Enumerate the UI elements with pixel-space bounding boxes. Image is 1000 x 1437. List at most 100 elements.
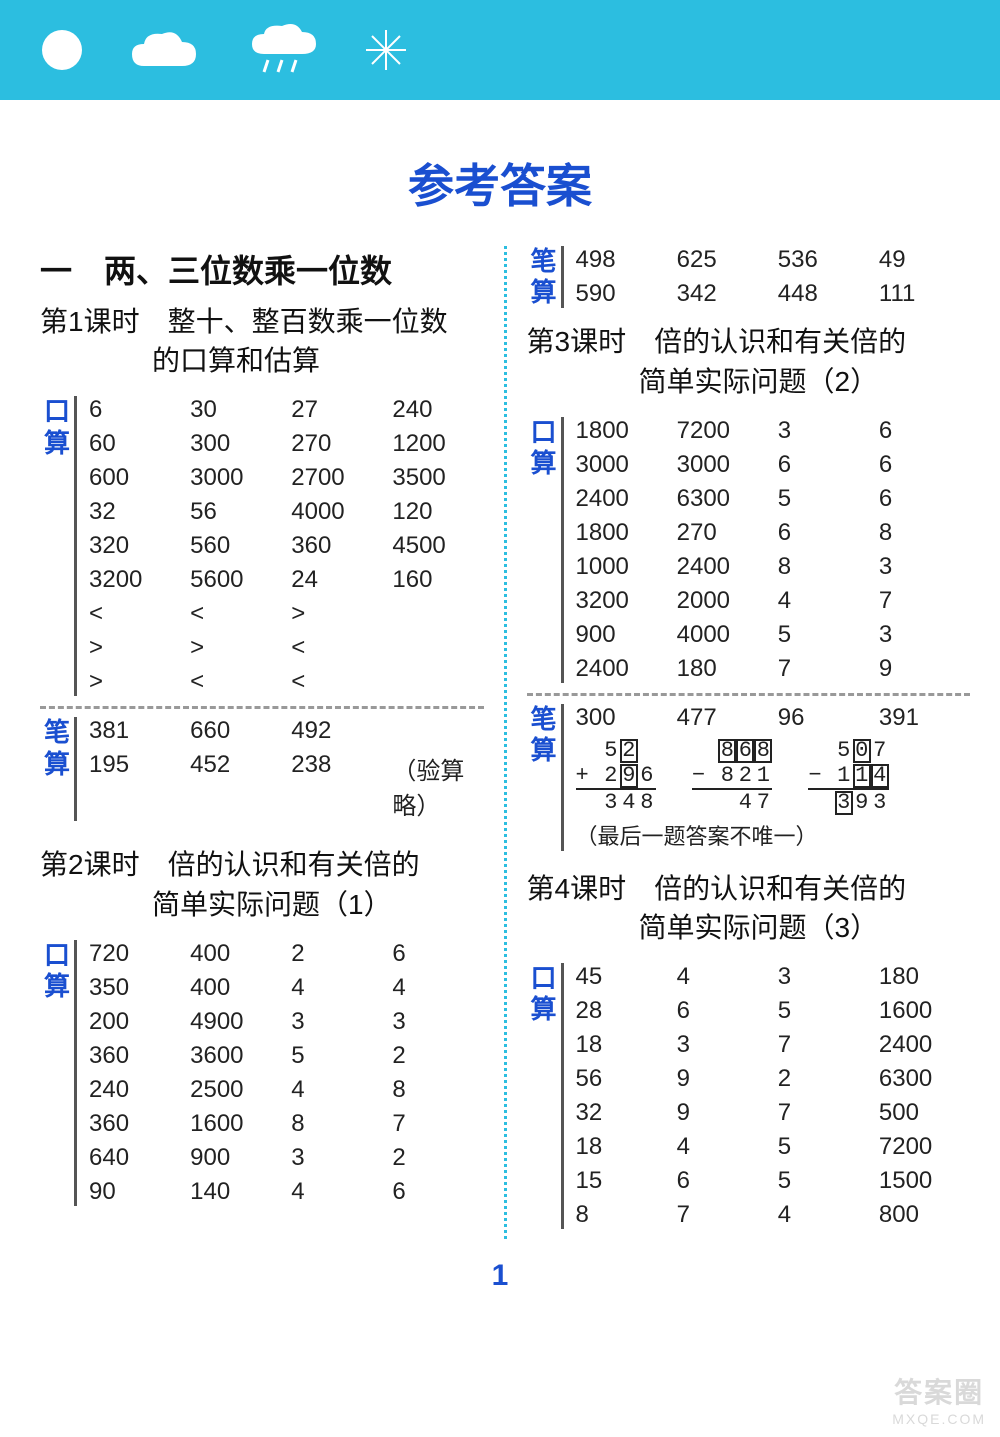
lesson4-title-l1: 第4课时 倍的认识和有关倍的: [527, 873, 907, 904]
cell: 60: [89, 430, 180, 458]
cell: 400: [190, 940, 281, 968]
cell: >: [190, 634, 281, 662]
cell: 7200: [879, 1133, 970, 1161]
cell: 1500: [879, 1167, 970, 1195]
cell: 15: [576, 1167, 667, 1195]
cell: 360: [291, 532, 382, 560]
cell: 6: [879, 485, 970, 513]
cell: 4: [392, 974, 483, 1002]
cell: 342: [677, 280, 768, 308]
lesson3-note: （最后一题答案不唯一）: [576, 819, 971, 851]
cell: 9: [677, 1099, 768, 1127]
cell: 3: [392, 1008, 483, 1036]
cell: 140: [190, 1178, 281, 1206]
separator: [527, 693, 971, 696]
cell: 5: [778, 1133, 869, 1161]
cell: 720: [89, 940, 180, 968]
cell: 8: [778, 553, 869, 581]
page-body: 一 两、三位数乘一位数 第1课时 整十、整百数乘一位数 的口算和估算 口算 63…: [0, 246, 1000, 1239]
unit-title: 一 两、三位数乘一位数: [40, 246, 484, 292]
lesson3-written-first-row: 30047796391: [576, 704, 971, 732]
cell: 3200: [576, 587, 667, 615]
cell: 6300: [879, 1065, 970, 1093]
cell: 320: [89, 532, 180, 560]
cell: 590: [576, 280, 667, 308]
cell: 6: [677, 997, 768, 1025]
cell: 180: [879, 963, 970, 991]
cell: 452: [190, 751, 281, 821]
written-label: 笔算: [527, 704, 561, 851]
cell: [392, 668, 483, 696]
cell: 27: [291, 396, 382, 424]
circle-icon: [40, 28, 84, 72]
written-label: 笔算: [527, 246, 561, 308]
cell: 625: [677, 246, 768, 274]
left-column: 一 两、三位数乘一位数 第1课时 整十、整百数乘一位数 的口算和估算 口算 63…: [40, 246, 504, 1239]
cell: 120: [392, 498, 483, 526]
cell: 3: [778, 417, 869, 445]
cell: 800: [879, 1201, 970, 1229]
cell: >: [89, 668, 180, 696]
cell: 900: [576, 621, 667, 649]
lesson2-title-l2: 简单实际问题（1）: [40, 885, 484, 924]
cell: 3000: [190, 464, 281, 492]
cell: 3: [291, 1008, 382, 1036]
cell: 96: [778, 704, 869, 732]
cell: 200: [89, 1008, 180, 1036]
lesson1-written-grid: 381660492195452238（验算略）: [89, 717, 484, 821]
cell: 6: [879, 451, 970, 479]
cell: 7200: [677, 417, 768, 445]
mental-label: 口算: [40, 940, 74, 1206]
cell: 1800: [576, 417, 667, 445]
cell: 2: [778, 1065, 869, 1093]
cell: 32: [89, 498, 180, 526]
lesson4-mental-section: 口算 4543180286516001837240056926300329750…: [527, 963, 971, 1229]
cell: 6: [677, 1167, 768, 1195]
cell: 4: [778, 1201, 869, 1229]
cell: 3: [778, 963, 869, 991]
cell: 4: [291, 1076, 382, 1104]
cell: 2: [291, 940, 382, 968]
cell: 7: [778, 655, 869, 683]
cell: 5: [778, 997, 869, 1025]
cell: 18: [576, 1031, 667, 1059]
cell: 240: [89, 1076, 180, 1104]
cell: 1800: [576, 519, 667, 547]
lesson2-title-l1: 第2课时 倍的认识和有关倍的: [40, 849, 420, 880]
cell: 3000: [677, 451, 768, 479]
cell: 3000: [576, 451, 667, 479]
cell: 500: [879, 1099, 970, 1127]
cell: 2400: [677, 553, 768, 581]
cell: 381: [89, 717, 180, 745]
cell: 6: [778, 519, 869, 547]
cell: 6300: [677, 485, 768, 513]
cell: 3: [879, 553, 970, 581]
watermark-line1: 答案圈: [892, 1371, 986, 1411]
cell: 5: [778, 1167, 869, 1195]
page-number: 1: [0, 1259, 1000, 1293]
cell: 7: [879, 587, 970, 615]
cell: 270: [677, 519, 768, 547]
cell: 660: [190, 717, 281, 745]
cell: 56: [190, 498, 281, 526]
cell: 90: [89, 1178, 180, 1206]
cell: 5: [291, 1042, 382, 1070]
cell: 6: [89, 396, 180, 424]
cell: 18: [576, 1133, 667, 1161]
cell: 2400: [576, 485, 667, 513]
top-banner: [0, 0, 1000, 100]
cell: 5: [778, 485, 869, 513]
cell: 350: [89, 974, 180, 1002]
lesson4-mental-grid: 4543180286516001837240056926300329750018…: [576, 963, 971, 1229]
cell: 498: [576, 246, 667, 274]
cell: >: [89, 634, 180, 662]
lesson2-title: 第2课时 倍的认识和有关倍的 简单实际问题（1）: [40, 845, 484, 923]
cell: <: [190, 668, 281, 696]
cell: 3: [677, 1031, 768, 1059]
cell: <: [291, 668, 382, 696]
cell: 640: [89, 1144, 180, 1172]
cell: <: [291, 634, 382, 662]
cell: 1200: [392, 430, 483, 458]
cell: 360: [89, 1042, 180, 1070]
lesson3-math-block: 52 + 296 348 868− 821 47 507− 114 393: [576, 738, 971, 815]
